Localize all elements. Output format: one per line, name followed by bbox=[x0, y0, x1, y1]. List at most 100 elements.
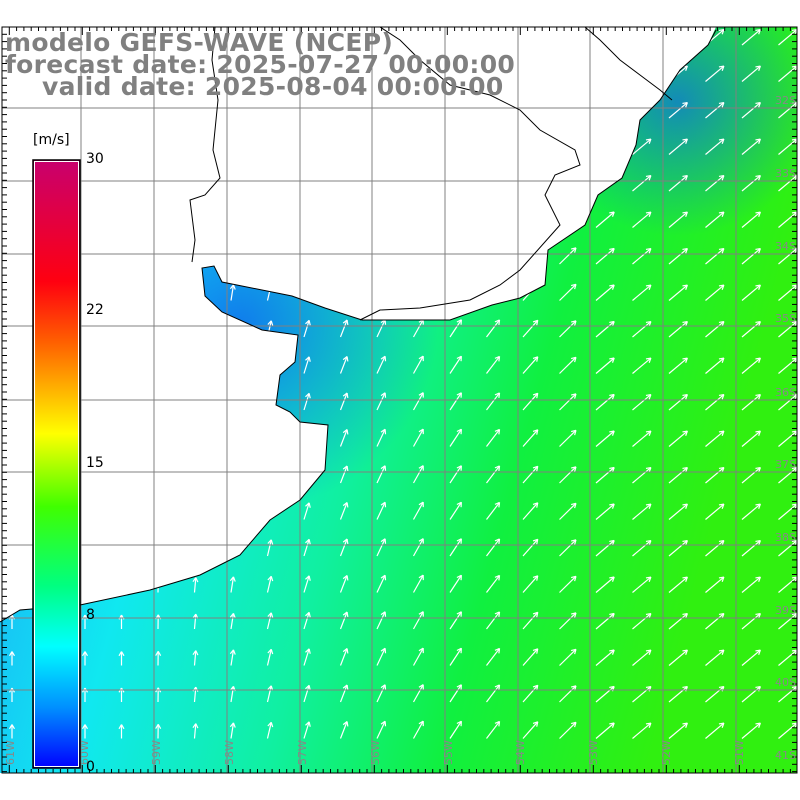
wind-arrow-icon bbox=[559, 502, 577, 520]
wind-arrow-icon bbox=[412, 611, 424, 630]
wind-arrow-icon bbox=[705, 576, 725, 593]
wind-arrow-icon bbox=[412, 684, 424, 703]
wind-arrow-icon bbox=[412, 647, 424, 666]
wind-arrow-icon bbox=[376, 611, 387, 630]
wind-arrow-icon bbox=[81, 322, 89, 337]
wind-arrow-icon bbox=[339, 392, 349, 411]
wind-arrow-icon bbox=[741, 612, 761, 630]
wind-arrow-icon bbox=[705, 284, 725, 301]
map-frame bbox=[1, 26, 798, 774]
wind-arrow-icon bbox=[229, 540, 236, 557]
wind-arrow-icon bbox=[668, 612, 688, 630]
wind-arrow-icon bbox=[559, 64, 577, 82]
wind-arrow-icon bbox=[266, 393, 274, 411]
wind-arrow-icon bbox=[486, 100, 501, 119]
wind-arrow-icon bbox=[118, 395, 125, 410]
wind-arrow-icon bbox=[266, 575, 274, 593]
ocean bbox=[0, 27, 797, 773]
wind-arrow-icon bbox=[412, 136, 424, 155]
wind-arrow-icon bbox=[155, 176, 162, 192]
wind-arrow-icon bbox=[741, 28, 761, 46]
wind-arrow-icon bbox=[376, 282, 387, 301]
wind-arrow-icon bbox=[741, 174, 761, 192]
wind-arrow-icon bbox=[118, 286, 125, 301]
wind-arrow-icon bbox=[522, 575, 539, 593]
wind-arrow-icon bbox=[303, 648, 311, 666]
wind-arrow-icon bbox=[522, 64, 539, 82]
wind-arrow-icon bbox=[192, 577, 199, 593]
wind-arrow-icon bbox=[705, 320, 725, 338]
wind-arrow-icon bbox=[376, 246, 387, 265]
wind-arrow-icon bbox=[266, 721, 274, 739]
wind-arrow-icon bbox=[449, 647, 462, 666]
wind-arrow-icon bbox=[595, 211, 615, 228]
wind-arrow-icon bbox=[668, 357, 688, 374]
wind-arrow-icon bbox=[522, 27, 539, 46]
longitude-label: 55W bbox=[442, 740, 455, 765]
wind-arrow-icon bbox=[522, 356, 539, 374]
wind-arrow-icon bbox=[192, 394, 199, 411]
wind-arrow-icon bbox=[741, 722, 761, 739]
wind-arrow-icon bbox=[412, 100, 424, 119]
wind-arrow-icon bbox=[192, 358, 199, 374]
wind-arrow-icon bbox=[449, 465, 462, 484]
wind-arrow-icon bbox=[522, 392, 539, 411]
wind-arrow-icon bbox=[668, 503, 688, 520]
wind-arrow-icon bbox=[486, 136, 501, 155]
wind-arrow-icon bbox=[449, 246, 462, 265]
wind-arrow-icon bbox=[705, 503, 725, 520]
wind-arrow-icon bbox=[303, 465, 311, 484]
wind-arrow-icon bbox=[8, 286, 16, 301]
colorbar-label-8: 8 bbox=[86, 607, 95, 623]
wind-arrow-icon bbox=[559, 612, 577, 630]
wind-arrow-icon bbox=[376, 501, 387, 520]
wind-arrow-icon bbox=[81, 103, 89, 118]
latitude-label: 37S bbox=[775, 458, 796, 471]
wind-arrow-icon bbox=[559, 356, 577, 374]
wind-arrow-icon bbox=[339, 283, 349, 301]
wind-arrow-icon bbox=[595, 722, 615, 739]
wind-arrow-icon bbox=[118, 213, 125, 228]
wind-arrow-icon bbox=[81, 578, 89, 593]
longitude-label: 60W bbox=[78, 740, 91, 765]
wind-arrow-icon bbox=[81, 395, 89, 410]
wind-arrow-icon bbox=[229, 321, 236, 338]
wind-arrow-icon bbox=[229, 467, 236, 484]
latitude-label: 33S bbox=[775, 167, 796, 180]
wind-arrow-icon bbox=[266, 502, 274, 520]
wind-arrow-icon bbox=[412, 574, 424, 593]
wind-arrow-icon bbox=[412, 720, 424, 739]
wind-arrow-icon bbox=[595, 28, 615, 46]
wind-arrow-icon bbox=[705, 211, 725, 228]
wind-arrow-icon bbox=[81, 286, 89, 301]
wind-arrow-icon bbox=[118, 505, 125, 520]
wind-arrow-icon bbox=[705, 101, 725, 119]
wind-arrow-icon bbox=[522, 648, 539, 666]
wind-arrow-icon bbox=[668, 539, 688, 557]
wind-arrow-icon bbox=[376, 538, 387, 557]
wind-arrow-icon bbox=[486, 574, 501, 593]
wind-arrow-icon bbox=[449, 538, 462, 557]
longitude-label: 56W bbox=[369, 740, 382, 765]
wind-arrow-icon bbox=[192, 139, 199, 155]
wind-arrow-icon bbox=[632, 211, 652, 228]
wind-arrow-icon bbox=[632, 357, 652, 374]
wind-arrow-icon bbox=[8, 249, 16, 264]
wind-arrow-icon bbox=[376, 100, 387, 119]
wind-arrow-icon bbox=[632, 576, 652, 593]
wind-arrow-icon bbox=[595, 357, 615, 374]
wind-arrow-icon bbox=[741, 576, 761, 593]
wind-arrow-icon bbox=[376, 392, 387, 411]
wind-arrow-icon bbox=[595, 393, 615, 411]
wind-arrow-icon bbox=[668, 320, 688, 338]
longitude-label: 59W bbox=[150, 740, 163, 765]
wind-arrow-icon bbox=[486, 647, 501, 666]
wind-arrow-icon bbox=[81, 541, 89, 556]
wind-arrow-icon bbox=[559, 247, 577, 265]
wind-arrow-icon bbox=[8, 213, 16, 228]
wind-arrow-icon bbox=[741, 284, 761, 301]
wind-arrow-icon bbox=[449, 282, 462, 301]
wind-arrow-icon bbox=[81, 505, 89, 520]
wind-arrow-icon bbox=[522, 173, 539, 192]
wind-arrow-icon bbox=[339, 721, 349, 739]
